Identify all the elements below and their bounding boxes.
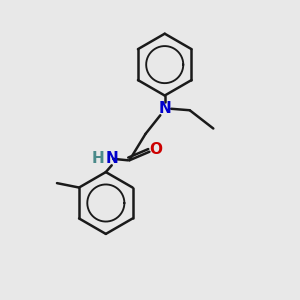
- Text: N: N: [105, 151, 118, 166]
- Text: O: O: [149, 142, 162, 157]
- Text: N: N: [158, 101, 171, 116]
- Text: H: H: [92, 151, 105, 166]
